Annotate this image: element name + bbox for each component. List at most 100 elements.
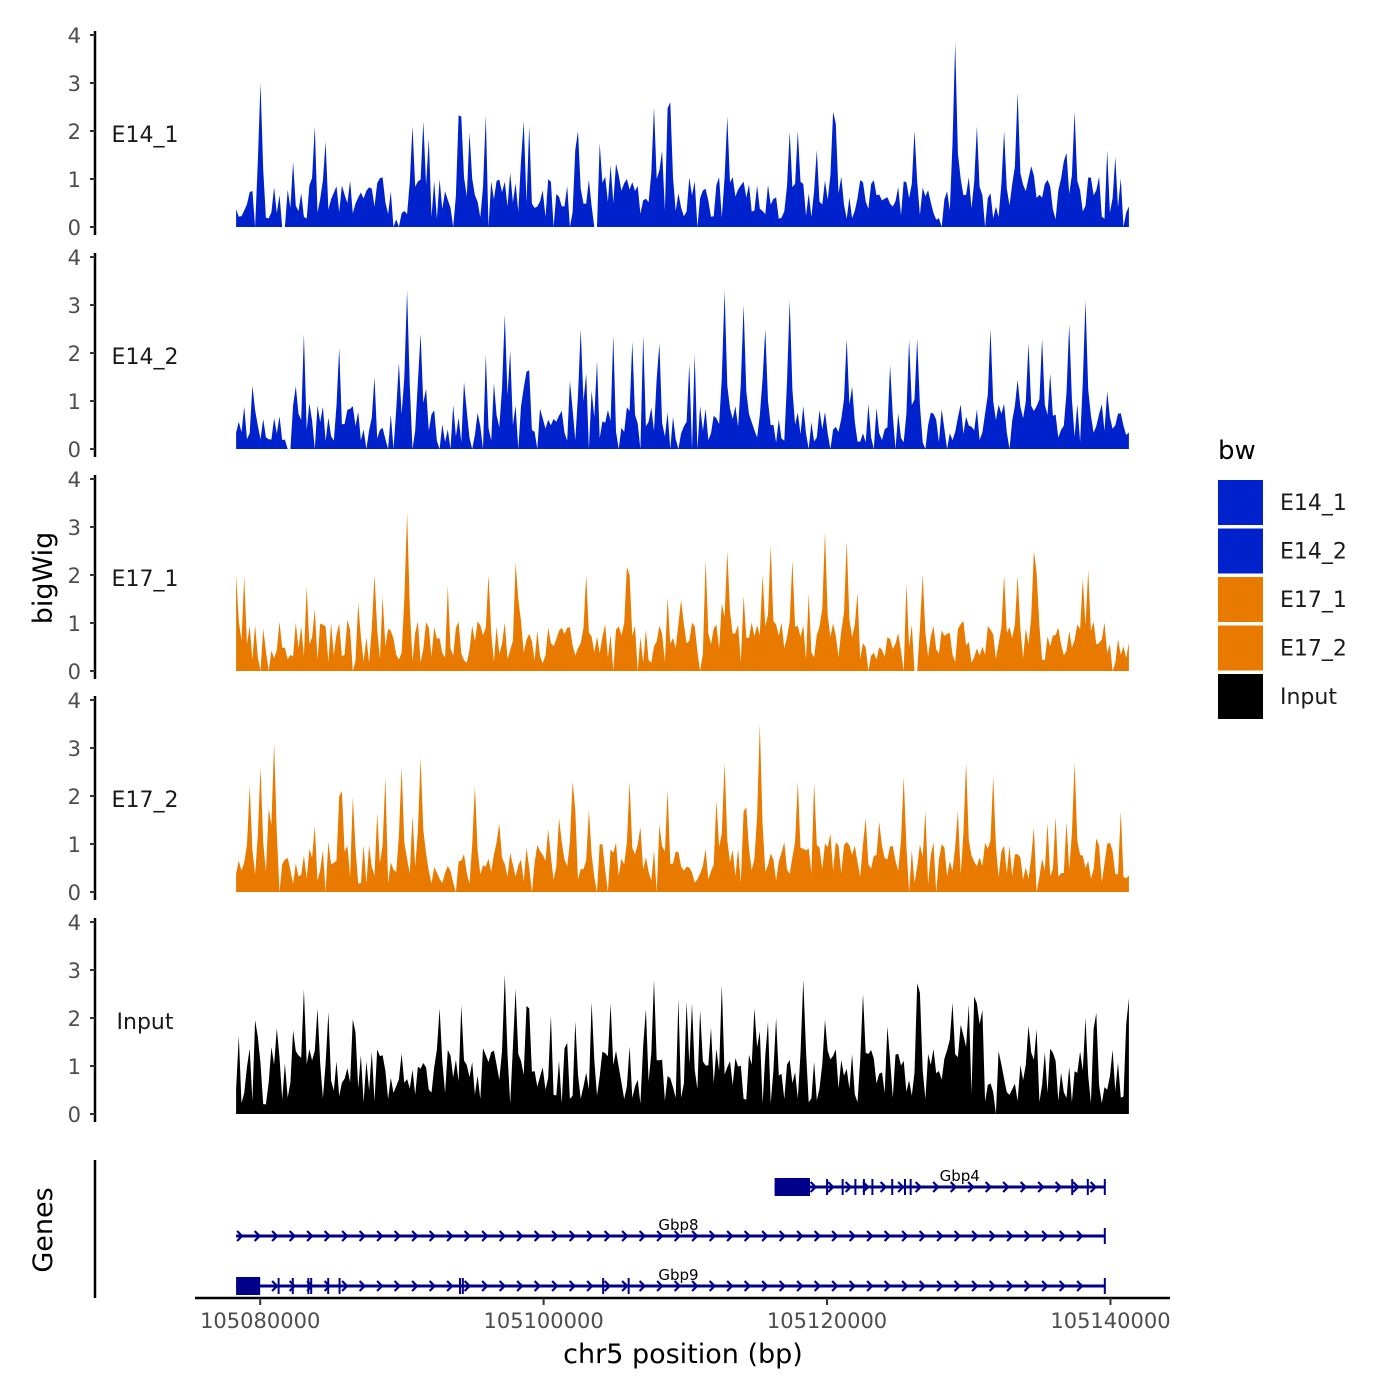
strand-arrow [1076,1230,1084,1242]
strand-arrow [708,1280,717,1292]
strand-arrow [341,1230,349,1242]
strand-arrow [341,1280,349,1292]
strand-arrow [358,1280,367,1292]
strand-arrow [831,1230,839,1242]
strand-arrow [796,1280,804,1292]
track-e17-1: 0 1 2 3 4 E17_1 [68,468,1129,684]
strand-arrow [586,1280,594,1292]
strand-arrow [481,1280,489,1292]
gene-label: Gbp9 [658,1266,698,1284]
y-tick-label: 2 [68,342,81,366]
y-tick-label: 2 [68,120,81,144]
strand-arrow [988,1230,997,1242]
strand-arrow [883,1230,892,1242]
strand-arrow [288,1280,297,1292]
strand-arrow [936,1230,944,1242]
legend-swatch [1218,480,1263,525]
y-tick-label: 0 [68,881,81,905]
y-tick-label: 4 [68,689,81,713]
x-tick-label: 105140000 [1050,1309,1170,1333]
strand-arrow [708,1230,717,1242]
strand-arrow [914,1181,923,1193]
strand-arrow [1076,1280,1084,1292]
strand-arrow [1023,1230,1032,1242]
gene-gbp4: Gbp4 [774,1167,1106,1196]
strand-arrow [551,1280,559,1292]
strand-arrow [691,1280,699,1292]
strand-arrow [988,1280,997,1292]
gene-track: Gbp4 Gbp8 Gbp9 [93,1160,1106,1298]
strand-arrow [879,1181,888,1193]
strand-arrow [411,1230,419,1242]
strand-arrow [1023,1280,1032,1292]
y-tick-label: 1 [68,833,81,857]
strand-arrow [463,1280,472,1292]
strand-arrow [393,1280,402,1292]
strand-arrow [813,1230,822,1242]
strand-arrow [288,1230,297,1242]
strand-arrow [1041,1280,1049,1292]
y-tick-label: 4 [68,24,81,48]
gene-label: Gbp8 [658,1216,698,1234]
gene-gbp8: Gbp8 [236,1216,1106,1244]
strand-arrow [498,1230,507,1242]
strand-arrow [831,1280,839,1292]
strand-arrow [621,1230,629,1242]
strand-arrow [428,1280,437,1292]
strand-arrow [1002,1181,1010,1193]
strand-arrow [516,1280,524,1292]
y-tick-label: 2 [68,1007,81,1031]
strand-arrow [778,1280,787,1292]
strand-arrow [656,1230,664,1242]
strand-arrow [866,1230,874,1242]
track-e14-2: 0 1 2 3 4 E14_2 [68,246,1129,462]
strand-arrow [809,1181,818,1193]
strand-arrow [1072,1181,1080,1193]
strand-arrow [428,1230,437,1242]
strand-arrow [967,1181,975,1193]
strand-arrow [603,1230,612,1242]
y-tick-label: 0 [68,1103,81,1127]
strand-arrow [1058,1280,1067,1292]
x-tick-label: 105120000 [767,1309,887,1333]
strand-arrow [866,1280,874,1292]
y-axis-title: bigWig [28,532,59,625]
strand-arrow [743,1230,752,1242]
strand-arrow [551,1230,559,1242]
genes-axis-title: Genes [28,1187,59,1272]
strand-arrow [953,1230,962,1242]
legend-label: E14_1 [1280,491,1347,516]
gene-block [774,1178,811,1196]
signal-area [236,724,1129,892]
y-tick-label: 0 [68,438,81,462]
strand-arrow [306,1230,314,1242]
y-tick-label: 4 [68,246,81,270]
strand-arrow [897,1181,905,1193]
gene-gbp9: Gbp9 [236,1266,1106,1295]
x-axis-title: chr5 position (bp) [563,1339,803,1370]
strand-arrow [1006,1280,1014,1292]
y-tick-label: 3 [68,294,81,318]
strand-arrow [516,1230,524,1242]
y-tick-label: 0 [68,216,81,240]
strand-arrow [603,1280,612,1292]
strand-arrow [971,1280,979,1292]
strand-arrow [796,1230,804,1242]
strand-arrow [936,1280,944,1292]
strand-arrow [498,1280,507,1292]
strand-arrow [673,1230,682,1242]
track-label: E14_2 [112,345,179,370]
legend-swatch [1218,528,1263,574]
x-axis: 105080000 105100000 105120000 105140000 [195,1296,1171,1333]
strand-arrow [271,1230,279,1242]
strand-arrow [1058,1230,1067,1242]
strand-arrow [358,1230,367,1242]
track-label: Input [117,1010,174,1035]
strand-arrow [673,1280,682,1292]
strand-arrow [813,1280,822,1292]
strand-arrow [848,1280,857,1292]
y-tick-label: 4 [68,911,81,935]
strand-arrow [533,1280,542,1292]
legend: bw E14_1 E14_2 E17_1 E17_2 Input [1218,436,1347,719]
strand-arrow [376,1280,384,1292]
